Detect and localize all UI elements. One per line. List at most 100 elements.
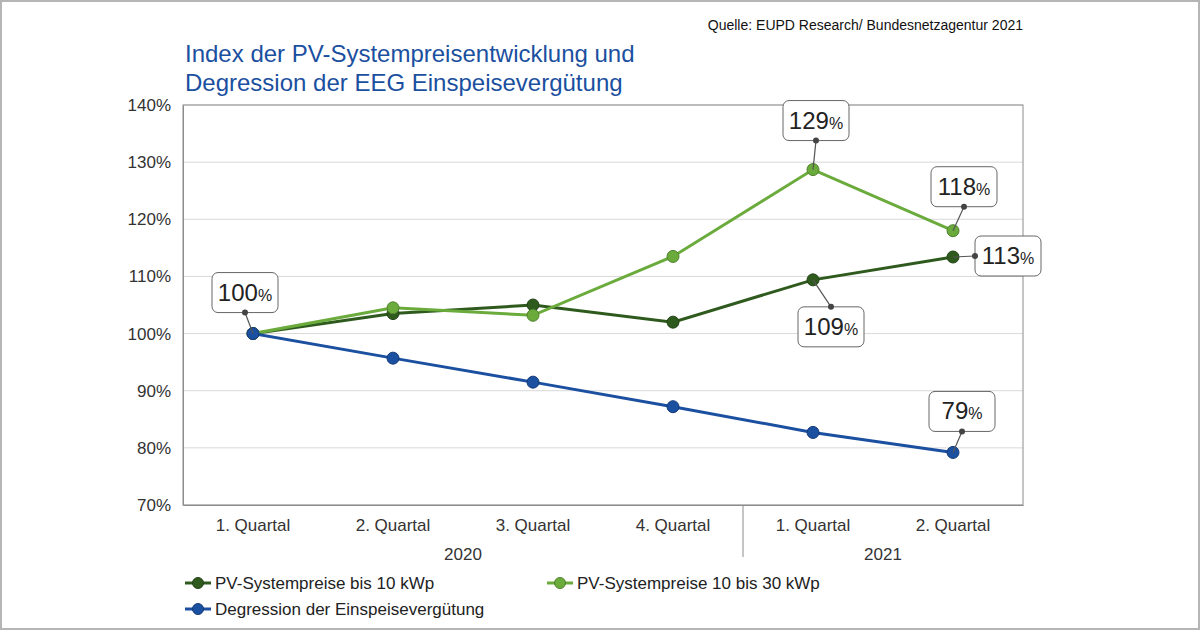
group-label: 2021 [864,545,902,564]
data-labels: 100% 109% 113% 129% 118% 79% [212,101,1041,453]
label-box [212,273,278,313]
series-marker [667,401,679,413]
label-box [975,236,1041,276]
data-label-text: 109% [804,313,858,340]
grid-line [183,276,1023,277]
legend-marker [193,604,204,615]
title: Index der PV-Systempreisentwicklung undD… [185,40,635,96]
series-marker [527,309,539,321]
plot-area [183,105,1023,505]
label-dot [813,138,819,144]
y-tick: 140% [128,96,183,115]
series-marker [387,302,399,314]
label-dot [242,310,248,316]
y-tick: 80% [137,439,183,458]
legend-label: PV-Systempreise 10 bis 30 kWp [577,574,820,593]
group-separator [743,505,744,557]
data-label: 100% [212,273,278,334]
legend-label: PV-Systempreise bis 10 kWp [215,574,434,593]
data-label-text: 118% [938,173,991,200]
x-tick: 1. Quartal [776,505,851,535]
data-label: 79% [929,391,995,452]
y-tick-label: 130% [128,153,171,172]
y-tick: 130% [128,153,183,172]
label-leader [953,207,964,231]
label-box [929,391,995,431]
x-tick-label: 1. Quartal [776,516,851,535]
x-tick: 2. Quartal [916,505,991,535]
series-line [253,334,953,453]
series-marker [667,316,679,328]
legend-item: Degression der Einspeisevergütung [185,600,484,619]
grid-line [183,219,1023,220]
grid-line [183,162,1023,163]
data-label: 129% [783,101,849,170]
x-tick: 2. Quartal [356,505,431,535]
series-marker [387,352,399,364]
legend-marker [193,578,204,589]
y-tick-label: 70% [137,496,171,515]
grid-line [183,333,1023,334]
y-axis-line [183,106,184,506]
x-axis: 1. Quartal 2. Quartal 3. Quartal 4. Quartal… [184,505,1024,535]
data-label-text: 129% [789,107,843,134]
legend: PV-Systempreise bis 10 kWp PV-Systempreis… [185,574,820,619]
label-leader [813,280,831,307]
legend-item: PV-Systempreise bis 10 kWp [185,574,434,593]
marks [247,164,959,459]
x-tick: 4. Quartal [636,505,711,535]
label-dot [972,253,978,259]
legend-label: Degression der Einspeisevergütung [215,600,484,619]
label-dot [959,428,965,434]
y-tick: 100% [128,325,183,344]
x-tick: 1. Quartal [216,505,291,535]
plot-frame [183,105,1023,505]
y-tick-label: 110% [129,267,171,286]
x-axis-line [184,505,1024,506]
x-tick: 3. Quartal [496,505,571,535]
y-tick-label: 140% [128,96,171,115]
chart: Quelle: EUPD Research/ Bundesnetzagentur… [0,0,1200,630]
x-tick-label: 1. Quartal [216,516,291,535]
data-label-text: 79% [942,397,983,424]
y-tick-label: 80% [137,439,171,458]
group-label: 2020 [444,545,482,564]
grid [183,105,1023,505]
data-label: 109% [798,280,864,347]
y-tick: 110% [129,267,183,286]
y-tick: 90% [137,382,183,401]
data-label-text: 113% [982,242,1035,269]
x-tick-label: 2. Quartal [916,516,991,535]
label-dot [828,304,834,310]
label-box [783,101,849,141]
legend-item: PV-Systempreise 10 bis 30 kWp [547,574,820,593]
x-tick-label: 2. Quartal [356,516,431,535]
data-label: 118% [931,167,997,231]
grid-line [183,390,1023,391]
background [1,1,1199,629]
data-label: 113% [953,236,1041,276]
y-tick-label: 120% [128,210,171,229]
label-leader [953,431,962,452]
label-dot [961,204,967,210]
label-box [798,307,864,347]
series-marker [807,426,819,438]
y-tick: 70% [137,496,183,515]
x-tick-label: 4. Quartal [636,516,711,535]
x-tick-label: 3. Quartal [496,516,571,535]
grid-line [183,447,1023,448]
series-marker [667,250,679,262]
legend-marker [555,578,566,589]
source: Quelle: EUPD Research/ Bundesnetzagentur… [708,17,1023,33]
data-label-text: 100% [218,279,272,306]
category-groups: 2020 2021 [444,505,902,564]
y-axis: 70% 80% 90% 100% 110% 120% 130% 140% [128,96,184,515]
label-leader [245,313,253,334]
label-leader [813,141,816,170]
label-box [931,167,997,207]
y-tick-label: 90% [137,382,171,401]
series-marker [527,376,539,388]
y-tick-label: 100% [128,325,171,344]
y-tick: 120% [128,210,183,229]
label-leader [953,256,975,257]
